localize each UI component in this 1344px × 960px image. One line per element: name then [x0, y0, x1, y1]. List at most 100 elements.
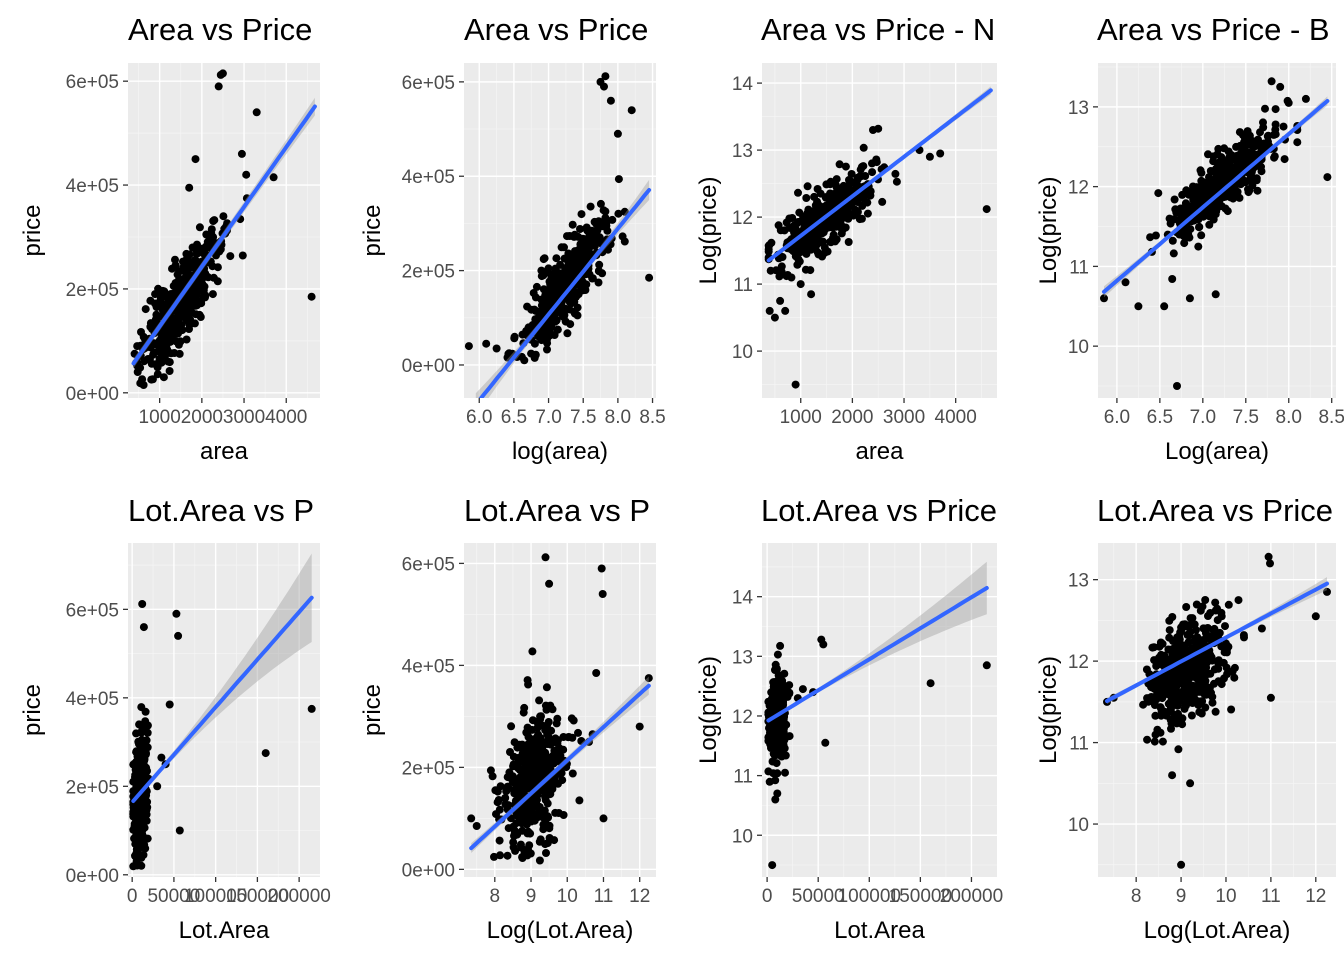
x-tick-label: 1000	[139, 407, 181, 428]
data-point	[770, 313, 779, 322]
data-point	[191, 296, 200, 304]
regression-line	[478, 188, 652, 398]
x-axis-title: area	[200, 438, 249, 465]
data-point	[510, 826, 519, 835]
data-point	[204, 238, 213, 247]
data-point	[1169, 249, 1178, 258]
data-point	[804, 205, 813, 214]
x-axis-title: Log(area)	[1165, 438, 1269, 465]
data-point	[1165, 626, 1174, 635]
data-point	[226, 252, 235, 261]
data-point	[139, 850, 148, 859]
data-point	[513, 763, 522, 772]
data-point	[1156, 638, 1165, 647]
data-point	[1211, 598, 1220, 607]
x-tick-label: 2000	[831, 407, 873, 428]
data-point	[518, 853, 527, 862]
data-point	[530, 353, 539, 362]
point-layer	[1100, 77, 1332, 390]
data-point	[1143, 695, 1152, 704]
data-point	[191, 263, 199, 272]
data-point	[1154, 189, 1163, 198]
data-point	[853, 173, 862, 182]
data-point	[614, 209, 623, 218]
data-point	[837, 229, 846, 238]
data-point	[184, 253, 192, 261]
data-point	[591, 236, 600, 245]
data-point	[242, 170, 251, 179]
data-point	[208, 290, 217, 299]
data-point	[1246, 134, 1255, 143]
y-tick-label: 2e+05	[402, 758, 455, 779]
data-point	[804, 237, 813, 246]
data-point	[1184, 230, 1193, 239]
data-point	[1185, 190, 1193, 199]
data-point	[788, 214, 797, 222]
y-tick-label: 0e+00	[66, 866, 119, 887]
y-axis-title: Log(price)	[695, 656, 722, 764]
data-point	[496, 782, 505, 791]
data-point	[550, 270, 559, 279]
data-point	[1152, 695, 1161, 704]
data-point	[1146, 233, 1155, 242]
data-point	[613, 129, 622, 138]
data-point	[779, 741, 788, 750]
data-point	[599, 219, 608, 228]
data-point	[1276, 82, 1285, 91]
data-point	[578, 238, 587, 247]
data-point	[586, 202, 595, 211]
data-point	[1195, 223, 1203, 232]
x-axis-title: Lot.Area	[834, 917, 925, 944]
data-point	[520, 356, 529, 365]
data-point	[585, 270, 594, 279]
data-point	[847, 170, 856, 178]
data-point	[520, 779, 529, 788]
data-point	[1211, 606, 1220, 615]
y-tick-label: 10	[1068, 815, 1089, 836]
panel-title: Lot.Area vs P	[128, 493, 314, 528]
data-point	[547, 726, 556, 735]
x-tick-label: 6.0	[466, 407, 492, 428]
point-layer	[1103, 552, 1331, 869]
data-point	[567, 714, 576, 723]
data-point	[803, 182, 812, 191]
data-point	[488, 772, 497, 781]
data-point	[174, 329, 182, 338]
x-tick-label: 11	[1261, 886, 1281, 907]
data-point	[518, 818, 527, 827]
data-point	[141, 305, 150, 314]
data-point	[1200, 651, 1209, 660]
data-point	[545, 579, 554, 588]
data-point	[815, 207, 824, 216]
data-point	[1201, 596, 1210, 604]
data-point	[1236, 141, 1245, 150]
y-tick-label: 6e+05	[402, 73, 455, 94]
data-point	[532, 751, 540, 760]
data-point	[1280, 155, 1289, 164]
data-point	[209, 217, 218, 225]
data-point	[532, 775, 541, 784]
data-point	[1174, 745, 1183, 754]
data-point	[645, 273, 654, 282]
data-point	[856, 165, 865, 174]
data-point	[1235, 193, 1244, 202]
data-point	[1177, 860, 1186, 869]
data-point	[771, 693, 779, 702]
data-point	[1217, 642, 1226, 651]
data-point	[546, 756, 555, 765]
data-point	[207, 225, 216, 234]
data-point	[538, 721, 547, 730]
data-point	[237, 149, 246, 158]
data-point	[539, 811, 548, 820]
data-point	[802, 249, 811, 258]
data-point	[147, 375, 156, 384]
data-point	[795, 257, 804, 266]
data-point	[1209, 157, 1218, 166]
data-point	[1185, 294, 1194, 303]
data-point	[770, 751, 779, 760]
x-axis-title: log(area)	[512, 438, 608, 465]
data-point	[844, 238, 853, 246]
data-point	[1168, 771, 1177, 780]
x-tick-label: 200000	[267, 886, 330, 907]
data-point	[1210, 624, 1219, 633]
